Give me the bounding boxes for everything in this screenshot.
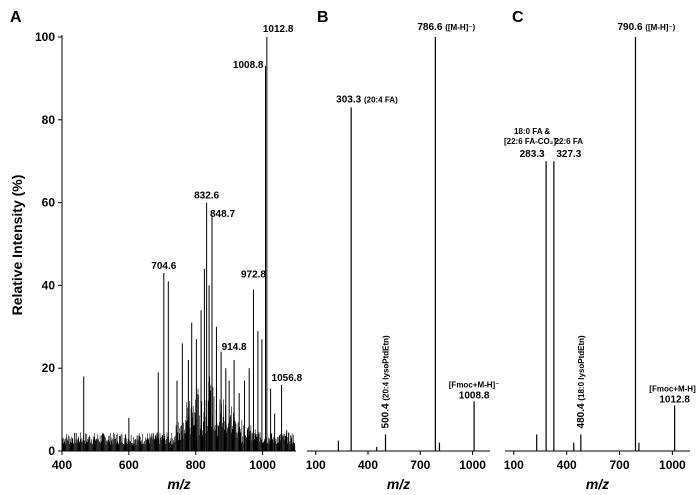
peak-annotation: [Fmoc+M-H]⁻: [449, 380, 500, 389]
peak-label: 786.6 ([M-H]⁻): [417, 22, 475, 33]
y-axis-title: Relative Intensity (%): [9, 175, 25, 316]
peak-label: 972.8: [241, 270, 266, 281]
peak-label: 480.4 (18:0 lysoPtdEtn): [576, 335, 587, 428]
x-tick-label: 1000: [659, 458, 686, 472]
x-tick-label: 100: [306, 458, 326, 472]
x-tick-label: 600: [119, 458, 139, 472]
peak-label: 500.4 (20:4 lysoPtdEtn): [380, 335, 391, 428]
x-tick-label: 100: [504, 458, 524, 472]
x-tick-label: 700: [610, 458, 630, 472]
panel-c: C 100 400 700 1000 m/z 18:0 FA &[22:6 FA-CO₂]⁻…: [504, 9, 696, 492]
y-tick-label: 0: [48, 444, 55, 458]
panel-b: B 100 400 700 1000 m/z 303.3 (20:4 FA) 786.6 ([…: [306, 9, 500, 492]
peak-label: 848.7: [210, 209, 235, 220]
panel-letter: B: [317, 9, 329, 26]
peak-annotation: 18:0 FA &: [514, 127, 550, 136]
x-tick-label: 400: [52, 458, 72, 472]
peak-label: 1012.8: [263, 24, 294, 35]
peak-label: 327.3: [556, 149, 581, 160]
peak-annotation: [Fmoc+M-H]⁻: [649, 384, 696, 393]
x-tick-label: 400: [557, 458, 577, 472]
y-tick-label: 40: [42, 278, 56, 292]
peak-label: 1008.8: [233, 60, 264, 71]
peak-label: 704.6: [151, 261, 176, 272]
peak-label: 914.8: [222, 342, 247, 353]
x-tick-label: 1000: [459, 458, 486, 472]
peak-label: 1008.8: [459, 390, 490, 401]
panel-letter: C: [512, 9, 524, 26]
peak-label: 1056.8: [272, 373, 303, 384]
x-axis-title: m/z: [586, 476, 609, 492]
peak-label: 283.3: [520, 149, 545, 160]
x-tick-label: 800: [186, 458, 206, 472]
panel-letter: A: [10, 9, 22, 26]
y-tick-label: 60: [42, 196, 56, 210]
panel-a: A 0 20 40 60 80 100 400 600 800 1000 m/z 704.6 832.6 8…: [10, 9, 303, 492]
x-tick-label: 700: [410, 458, 430, 472]
x-tick-label: 400: [358, 458, 378, 472]
peak-label: 303.3 (20:4 FA): [336, 94, 398, 105]
peak-annotation: 22:6 FA: [555, 137, 584, 146]
peak-label: 790.6 ([M-H]⁻): [617, 22, 675, 33]
y-tick-label: 20: [42, 361, 56, 375]
y-tick-label: 80: [42, 113, 56, 127]
x-axis-title: m/z: [387, 476, 410, 492]
x-axis-title: m/z: [167, 476, 190, 492]
peak-label: 1012.8: [659, 394, 690, 405]
y-tick-label: 100: [35, 30, 55, 44]
x-tick-label: 1000: [249, 458, 276, 472]
peak-label: 832.6: [194, 191, 219, 202]
peak-annotation: [22:6 FA-CO₂]⁻: [504, 137, 560, 146]
